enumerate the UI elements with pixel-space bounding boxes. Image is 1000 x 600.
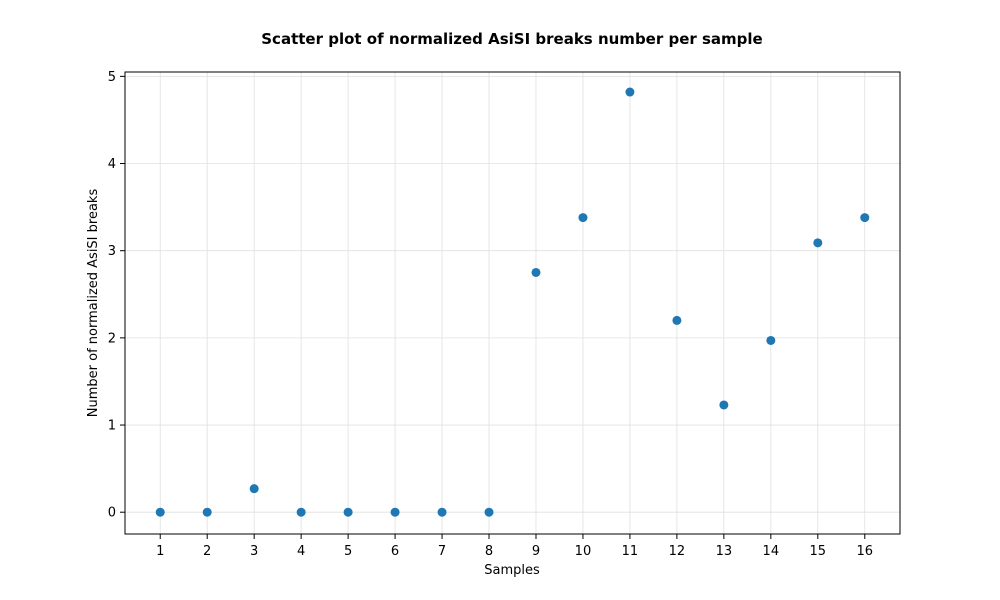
chart-title: Scatter plot of normalized AsiSI breaks … xyxy=(261,30,762,48)
data-point xyxy=(202,507,212,517)
data-point xyxy=(343,507,353,517)
x-tick-label: 1 xyxy=(156,544,164,559)
data-point xyxy=(672,315,682,325)
grid-lines xyxy=(125,72,900,534)
data-point xyxy=(766,335,776,345)
y-tick-label: 4 xyxy=(108,157,116,172)
data-point xyxy=(296,507,306,517)
x-tick-label: 13 xyxy=(716,544,733,559)
data-point xyxy=(155,507,165,517)
x-tick-label: 3 xyxy=(250,544,258,559)
data-points xyxy=(155,87,870,517)
x-tick-label: 15 xyxy=(810,544,827,559)
data-point xyxy=(390,507,400,517)
x-tick-label: 7 xyxy=(438,544,446,559)
y-tick-label: 2 xyxy=(108,331,116,346)
x-tick-label: 2 xyxy=(203,544,211,559)
data-point xyxy=(860,213,870,223)
x-tick-label: 16 xyxy=(856,544,873,559)
y-tick-label: 5 xyxy=(108,70,116,85)
data-point xyxy=(437,507,447,517)
data-point xyxy=(719,400,729,410)
x-tick-label: 4 xyxy=(297,544,305,559)
x-tick-label: 8 xyxy=(485,544,493,559)
x-axis-label: Samples xyxy=(484,563,540,578)
y-axis-label: Number of normalized AsiSI breaks xyxy=(86,189,101,418)
x-tick-label: 11 xyxy=(622,544,639,559)
x-tick-label: 5 xyxy=(344,544,352,559)
y-tick-label: 3 xyxy=(108,244,116,259)
x-tick-label: 12 xyxy=(669,544,686,559)
data-point xyxy=(484,507,494,517)
data-point xyxy=(625,87,635,97)
data-point xyxy=(249,484,259,494)
y-tick-label: 1 xyxy=(108,419,116,434)
x-tick-label: 14 xyxy=(763,544,780,559)
plot-area-frame xyxy=(124,71,901,535)
x-tick-label: 10 xyxy=(575,544,592,559)
y-tick-label: 0 xyxy=(108,506,116,521)
x-tick-label: 6 xyxy=(391,544,399,559)
data-point xyxy=(813,238,823,248)
data-point xyxy=(578,213,588,223)
x-tick-label: 9 xyxy=(532,544,540,559)
data-point xyxy=(531,267,541,277)
